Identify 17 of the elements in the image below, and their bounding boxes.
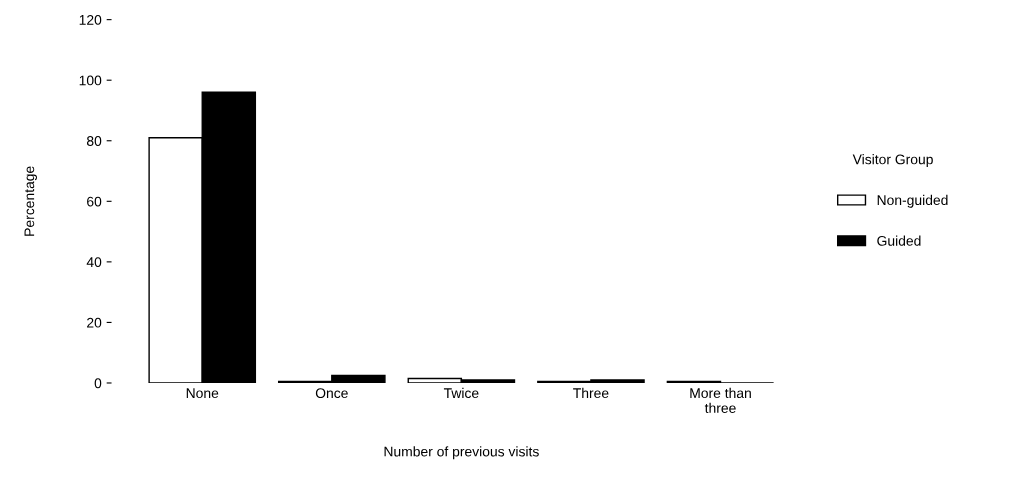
x-tick-label: Twice	[443, 387, 479, 399]
legend-label: Guided	[877, 235, 921, 246]
y-tick-label: 60	[87, 196, 102, 207]
y-tick-label: 20	[87, 317, 102, 328]
y-tick-label: 100	[79, 75, 102, 86]
y-tick-label: 40	[86, 257, 102, 268]
legend-title: Visitor Group	[852, 154, 933, 168]
x-tick-label: None	[186, 388, 219, 399]
x-tick-label: Three	[573, 387, 609, 399]
x-tick-label: More than three	[690, 387, 751, 413]
y-tick-label: 0	[94, 378, 102, 389]
x-axis-title: Number of previous visits	[384, 446, 539, 460]
legend-label: Non-guided	[877, 194, 948, 208]
y-tick-label: 80	[86, 136, 102, 146]
x-tick-label: Once	[315, 388, 348, 399]
y-tick-label: 120	[79, 14, 102, 25]
y-axis-title: Percentage	[24, 166, 37, 236]
